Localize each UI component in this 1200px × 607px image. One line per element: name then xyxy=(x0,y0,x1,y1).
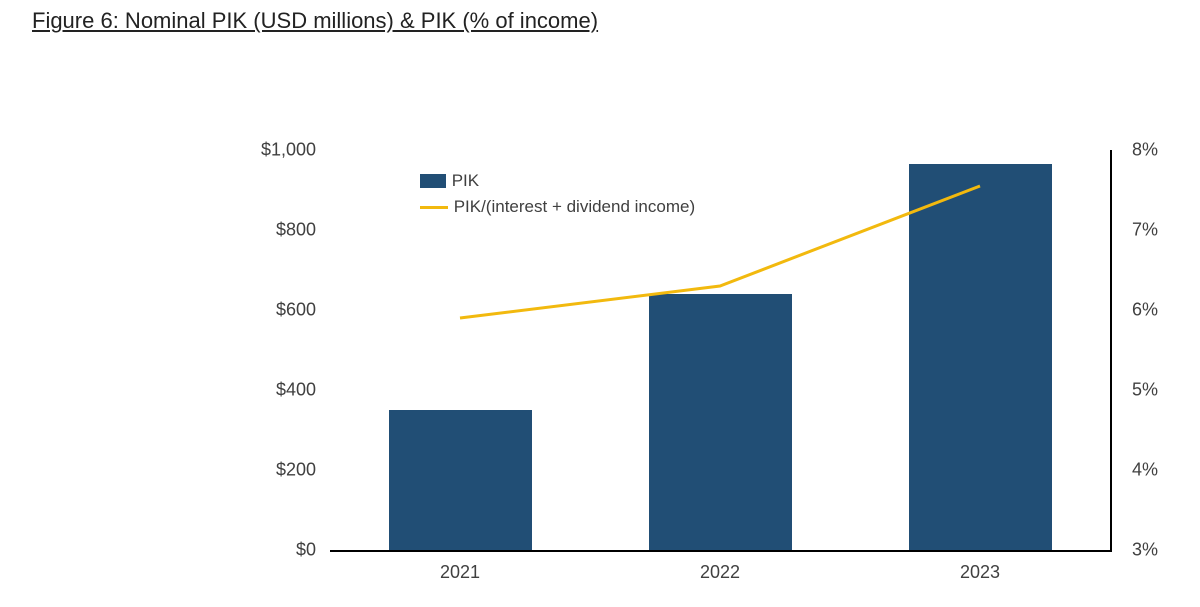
pik-chart: $0 $200 $400 $600 $800 $1,000 3% 4% 5% 6% 7% 8% 2021… xyxy=(230,130,1160,590)
y-right-tick: 5% xyxy=(1110,380,1158,401)
plot-area: $0$200$400$600$800$1,0003%4%5%6%7%8%2021… xyxy=(330,150,1112,552)
legend-item-line: PIK/(interest + dividend income) xyxy=(420,194,695,220)
y-left-tick: $600 xyxy=(276,300,330,321)
x-tick: 2021 xyxy=(440,550,480,583)
legend-line-icon xyxy=(420,206,448,209)
y-left-tick: $1,000 xyxy=(261,140,330,161)
y-right-tick: 3% xyxy=(1110,540,1158,561)
figure-title: Figure 6: Nominal PIK (USD millions) & P… xyxy=(32,8,598,34)
y-left-tick: $200 xyxy=(276,460,330,481)
y-left-tick: $400 xyxy=(276,380,330,401)
legend-item-bar: PIK xyxy=(420,168,695,194)
legend: PIKPIK/(interest + dividend income) xyxy=(420,168,695,220)
y-right-tick: 7% xyxy=(1110,220,1158,241)
legend-swatch-icon xyxy=(420,174,446,188)
x-tick: 2022 xyxy=(700,550,740,583)
y-left-tick: $800 xyxy=(276,220,330,241)
y-left-tick: $0 xyxy=(296,540,330,561)
y-right-tick: 6% xyxy=(1110,300,1158,321)
legend-label: PIK xyxy=(452,168,479,194)
legend-label: PIK/(interest + dividend income) xyxy=(454,194,695,220)
y-right-tick: 8% xyxy=(1110,140,1158,161)
y-right-tick: 4% xyxy=(1110,460,1158,481)
x-tick: 2023 xyxy=(960,550,1000,583)
